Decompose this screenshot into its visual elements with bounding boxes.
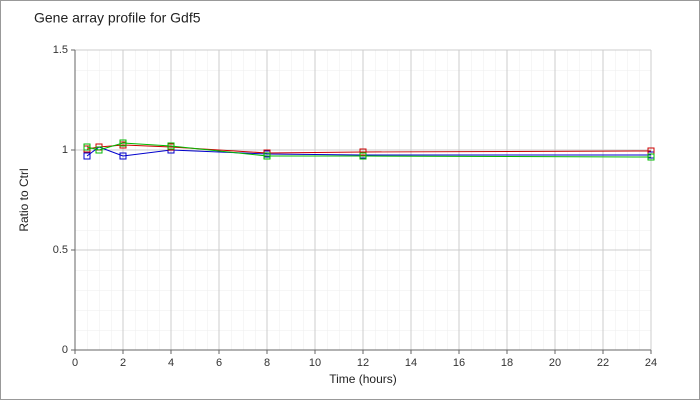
point-marker [119, 152, 127, 160]
point-marker [359, 152, 367, 160]
x-tick-label: 24 [645, 357, 657, 369]
point-marker [83, 152, 91, 160]
y-tick-label: 1 [62, 144, 68, 156]
point-marker [263, 152, 271, 160]
x-tick-label: 4 [168, 357, 174, 369]
point-marker [167, 142, 175, 150]
x-tick-label: 2 [120, 357, 126, 369]
point-marker [95, 146, 103, 154]
chart-title: Gene array profile for Gdf5 [34, 10, 201, 26]
x-tick-label: 8 [264, 357, 270, 369]
series-line [86, 142, 652, 158]
x-tick-label: 22 [597, 357, 609, 369]
y-tick-label: 0.5 [53, 244, 68, 256]
x-tick-label: 16 [453, 357, 465, 369]
x-tick-label: 0 [72, 357, 78, 369]
y-tick-label: 0 [62, 344, 68, 356]
x-axis-label: Time (hours) [329, 372, 397, 386]
point-marker [647, 153, 655, 161]
x-tick-label: 6 [216, 357, 222, 369]
point-marker [359, 148, 367, 156]
x-tick-label: 14 [405, 357, 417, 369]
point-marker [83, 143, 91, 151]
point-marker [119, 139, 127, 147]
y-tick-label: 1.5 [53, 44, 68, 56]
x-tick-label: 10 [309, 357, 321, 369]
x-tick-label: 12 [357, 357, 369, 369]
y-axis-label: Ratio to Ctrl [17, 168, 31, 231]
x-tick-label: 18 [501, 357, 513, 369]
x-tick-label: 20 [549, 357, 561, 369]
